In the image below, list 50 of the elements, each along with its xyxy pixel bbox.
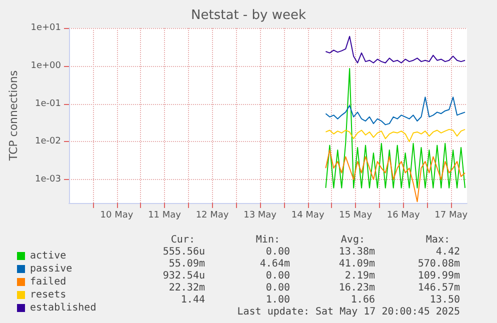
text: 146.57m (418, 282, 460, 294)
y-tick-label: 1e-03 (35, 174, 61, 185)
legend-label: failed (30, 276, 66, 288)
text: Min: (256, 234, 280, 246)
legend-label: passive (30, 264, 72, 274)
y-tick-label: 1e+01 (30, 23, 61, 33)
line-series (325, 128, 466, 142)
text: 1.00 (266, 294, 290, 306)
line-series (325, 36, 466, 64)
text: 22.32m (168, 282, 205, 294)
x-tick-label: 16 May (386, 210, 420, 220)
x-tick-label: 10 May (100, 210, 134, 220)
x-tick-label: 14 May (291, 210, 325, 220)
text: 555.56u (162, 246, 205, 258)
text: Max: (426, 234, 450, 246)
text: 570.08m (418, 258, 460, 270)
chart-title: Netstat - by week (191, 8, 306, 23)
y-tick-label: 1e+00 (30, 60, 62, 71)
x-tick-label: 15 May (339, 210, 373, 220)
legend-label: established (30, 302, 96, 314)
text: 13.50 (430, 294, 460, 306)
text: 4.64m (260, 258, 290, 270)
text: 109.99m (418, 270, 460, 282)
y-tick-label: 1e-01 (35, 98, 61, 109)
text: 41.09m (338, 258, 375, 270)
x-tick-label: 11 May (148, 210, 182, 220)
text: Last update: Sat May 17 20:00:45 2025 (237, 306, 460, 318)
text: Cur: (170, 234, 195, 246)
legend-label: active (30, 250, 66, 262)
text: Avg: (340, 234, 365, 246)
text: 13.38m (338, 246, 375, 258)
x-tick-label: 12 May (196, 210, 230, 220)
text: 2.19m (344, 270, 375, 282)
line-series (325, 150, 466, 202)
text: 55.09m (168, 258, 205, 270)
text: 1.44 (180, 294, 205, 306)
text: 4.42 (436, 246, 460, 258)
text: 0.00 (266, 270, 290, 282)
text: 1.66 (350, 294, 375, 306)
y-axis-title: TCP connections (7, 70, 20, 162)
legend-label: resets (30, 290, 66, 300)
text: 0.00 (266, 282, 290, 294)
x-tick-label: 17 May (434, 210, 468, 220)
text: 16.23m (338, 282, 375, 294)
y-tick-label: 1e-02 (35, 136, 61, 147)
line-series (325, 68, 466, 188)
text: 932.54u (162, 270, 205, 282)
text: 0.00 (266, 246, 290, 258)
line-series (325, 96, 466, 126)
x-tick-label: 13 May (244, 210, 278, 220)
